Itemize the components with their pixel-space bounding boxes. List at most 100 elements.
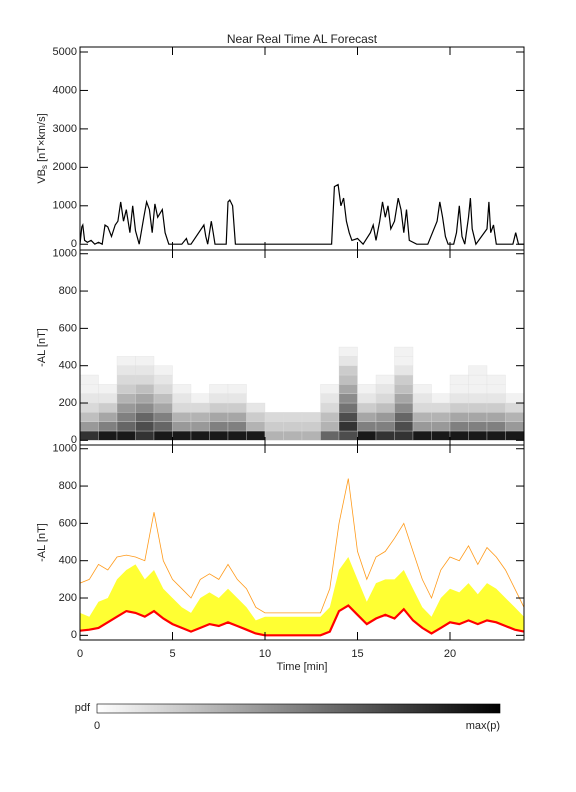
pdf-cell: [468, 393, 488, 404]
pdf-cell: [505, 412, 525, 422]
pdf-cell: [486, 430, 506, 441]
pdf-cell: [468, 430, 488, 441]
pdf-cell: [301, 421, 321, 432]
pdf-cell: [338, 374, 358, 385]
pdf-cell: [505, 430, 525, 441]
pdf-cell: [468, 402, 488, 413]
colorbar-min: 0: [94, 720, 100, 732]
pdf-cell: [301, 430, 321, 441]
pdf-cell: [357, 402, 377, 413]
pdf-cell: [135, 374, 155, 385]
pdf-cell: [209, 393, 229, 404]
pdf-cell: [449, 430, 469, 441]
pdf-cell: [116, 421, 136, 432]
pdf-cell: [246, 421, 266, 432]
pdf-cell: [412, 430, 432, 441]
pdf-cell: [375, 374, 395, 385]
x-tick-label: 0: [77, 648, 83, 660]
pdf-cell: [116, 412, 136, 422]
pdf-cell: [320, 393, 340, 404]
data-line: [79, 183, 524, 246]
x-tick-label: 10: [259, 648, 271, 660]
pdf-cell: [190, 421, 210, 432]
pdf-cell: [394, 402, 414, 413]
y-tick-label: 5000: [53, 46, 77, 58]
pdf-cell: [227, 402, 247, 413]
pdf-cell: [227, 412, 247, 422]
pdf-cell: [338, 402, 358, 413]
pdf-cell: [412, 412, 432, 422]
pdf-cell: [505, 402, 525, 413]
pdf-cell: [412, 402, 432, 413]
pdf-cell: [431, 412, 451, 422]
y-tick-label: 600: [59, 517, 77, 529]
pdf-cell: [449, 402, 469, 413]
pdf-cell: [246, 412, 266, 422]
pdf-cell: [394, 430, 414, 441]
pdf-cell: [79, 430, 99, 441]
pdf-cell: [338, 356, 358, 366]
pdf-cell: [135, 384, 155, 394]
pdf-cell: [79, 374, 99, 385]
pdf-cell: [449, 374, 469, 385]
pdf-cell: [320, 430, 340, 441]
pdf-cell: [116, 430, 136, 441]
pdf-cell: [135, 393, 155, 404]
pdf-cell: [357, 421, 377, 432]
pdf-cell: [394, 384, 414, 394]
pdf-cell: [98, 393, 118, 404]
pdf-cell: [190, 412, 210, 422]
pdf-cell: [98, 430, 118, 441]
pdf-cell: [468, 365, 488, 376]
pdf-cell: [301, 412, 321, 422]
y-tick-label: 600: [59, 322, 77, 334]
pdf-cell: [486, 421, 506, 432]
pdf-cell: [412, 421, 432, 432]
pdf-cell: [449, 412, 469, 422]
pdf-cell: [431, 393, 451, 404]
pdf-cell: [468, 421, 488, 432]
pdf-cell: [468, 412, 488, 422]
pdf-cell: [153, 402, 173, 413]
pdf-cell: [375, 430, 395, 441]
pdf-cell: [320, 421, 340, 432]
pdf-cell: [468, 374, 488, 385]
pdf-cell: [394, 374, 414, 385]
pdf-cell: [135, 412, 155, 422]
colorbar-label: pdf: [75, 702, 91, 714]
pdf-cell: [135, 430, 155, 441]
pdf-cell: [283, 412, 303, 422]
pdf-cell: [209, 430, 229, 441]
pdf-cell: [227, 393, 247, 404]
y-tick-label: 0: [71, 434, 77, 446]
pdf-cell: [283, 421, 303, 432]
pdf-cell: [79, 421, 99, 432]
pdf-cell: [227, 384, 247, 394]
panel: [79, 346, 525, 441]
pdf-cell: [486, 384, 506, 394]
pdf-cell: [209, 412, 229, 422]
pdf-cell: [449, 384, 469, 394]
y-tick-label: 800: [59, 285, 77, 297]
y-axis-label: -AL [nT]: [36, 523, 48, 562]
pdf-cell: [153, 430, 173, 441]
pdf-cell: [431, 421, 451, 432]
pdf-cell: [153, 393, 173, 404]
panel-frame: [79, 444, 525, 641]
panel: [79, 478, 525, 637]
pdf-cell: [153, 412, 173, 422]
pdf-cell: [357, 412, 377, 422]
pdf-cell: [412, 384, 432, 394]
pdf-cell: [394, 346, 414, 357]
pdf-cell: [375, 402, 395, 413]
pdf-cell: [153, 384, 173, 394]
y-tick-label: 1000: [53, 200, 77, 212]
pdf-cell: [190, 393, 210, 404]
pdf-cell: [375, 412, 395, 422]
pdf-cell: [375, 393, 395, 404]
pdf-cell: [338, 412, 358, 422]
y-axis-label: -AL [nT]: [36, 328, 48, 367]
pdf-cell: [135, 421, 155, 432]
pdf-cell: [468, 384, 488, 394]
